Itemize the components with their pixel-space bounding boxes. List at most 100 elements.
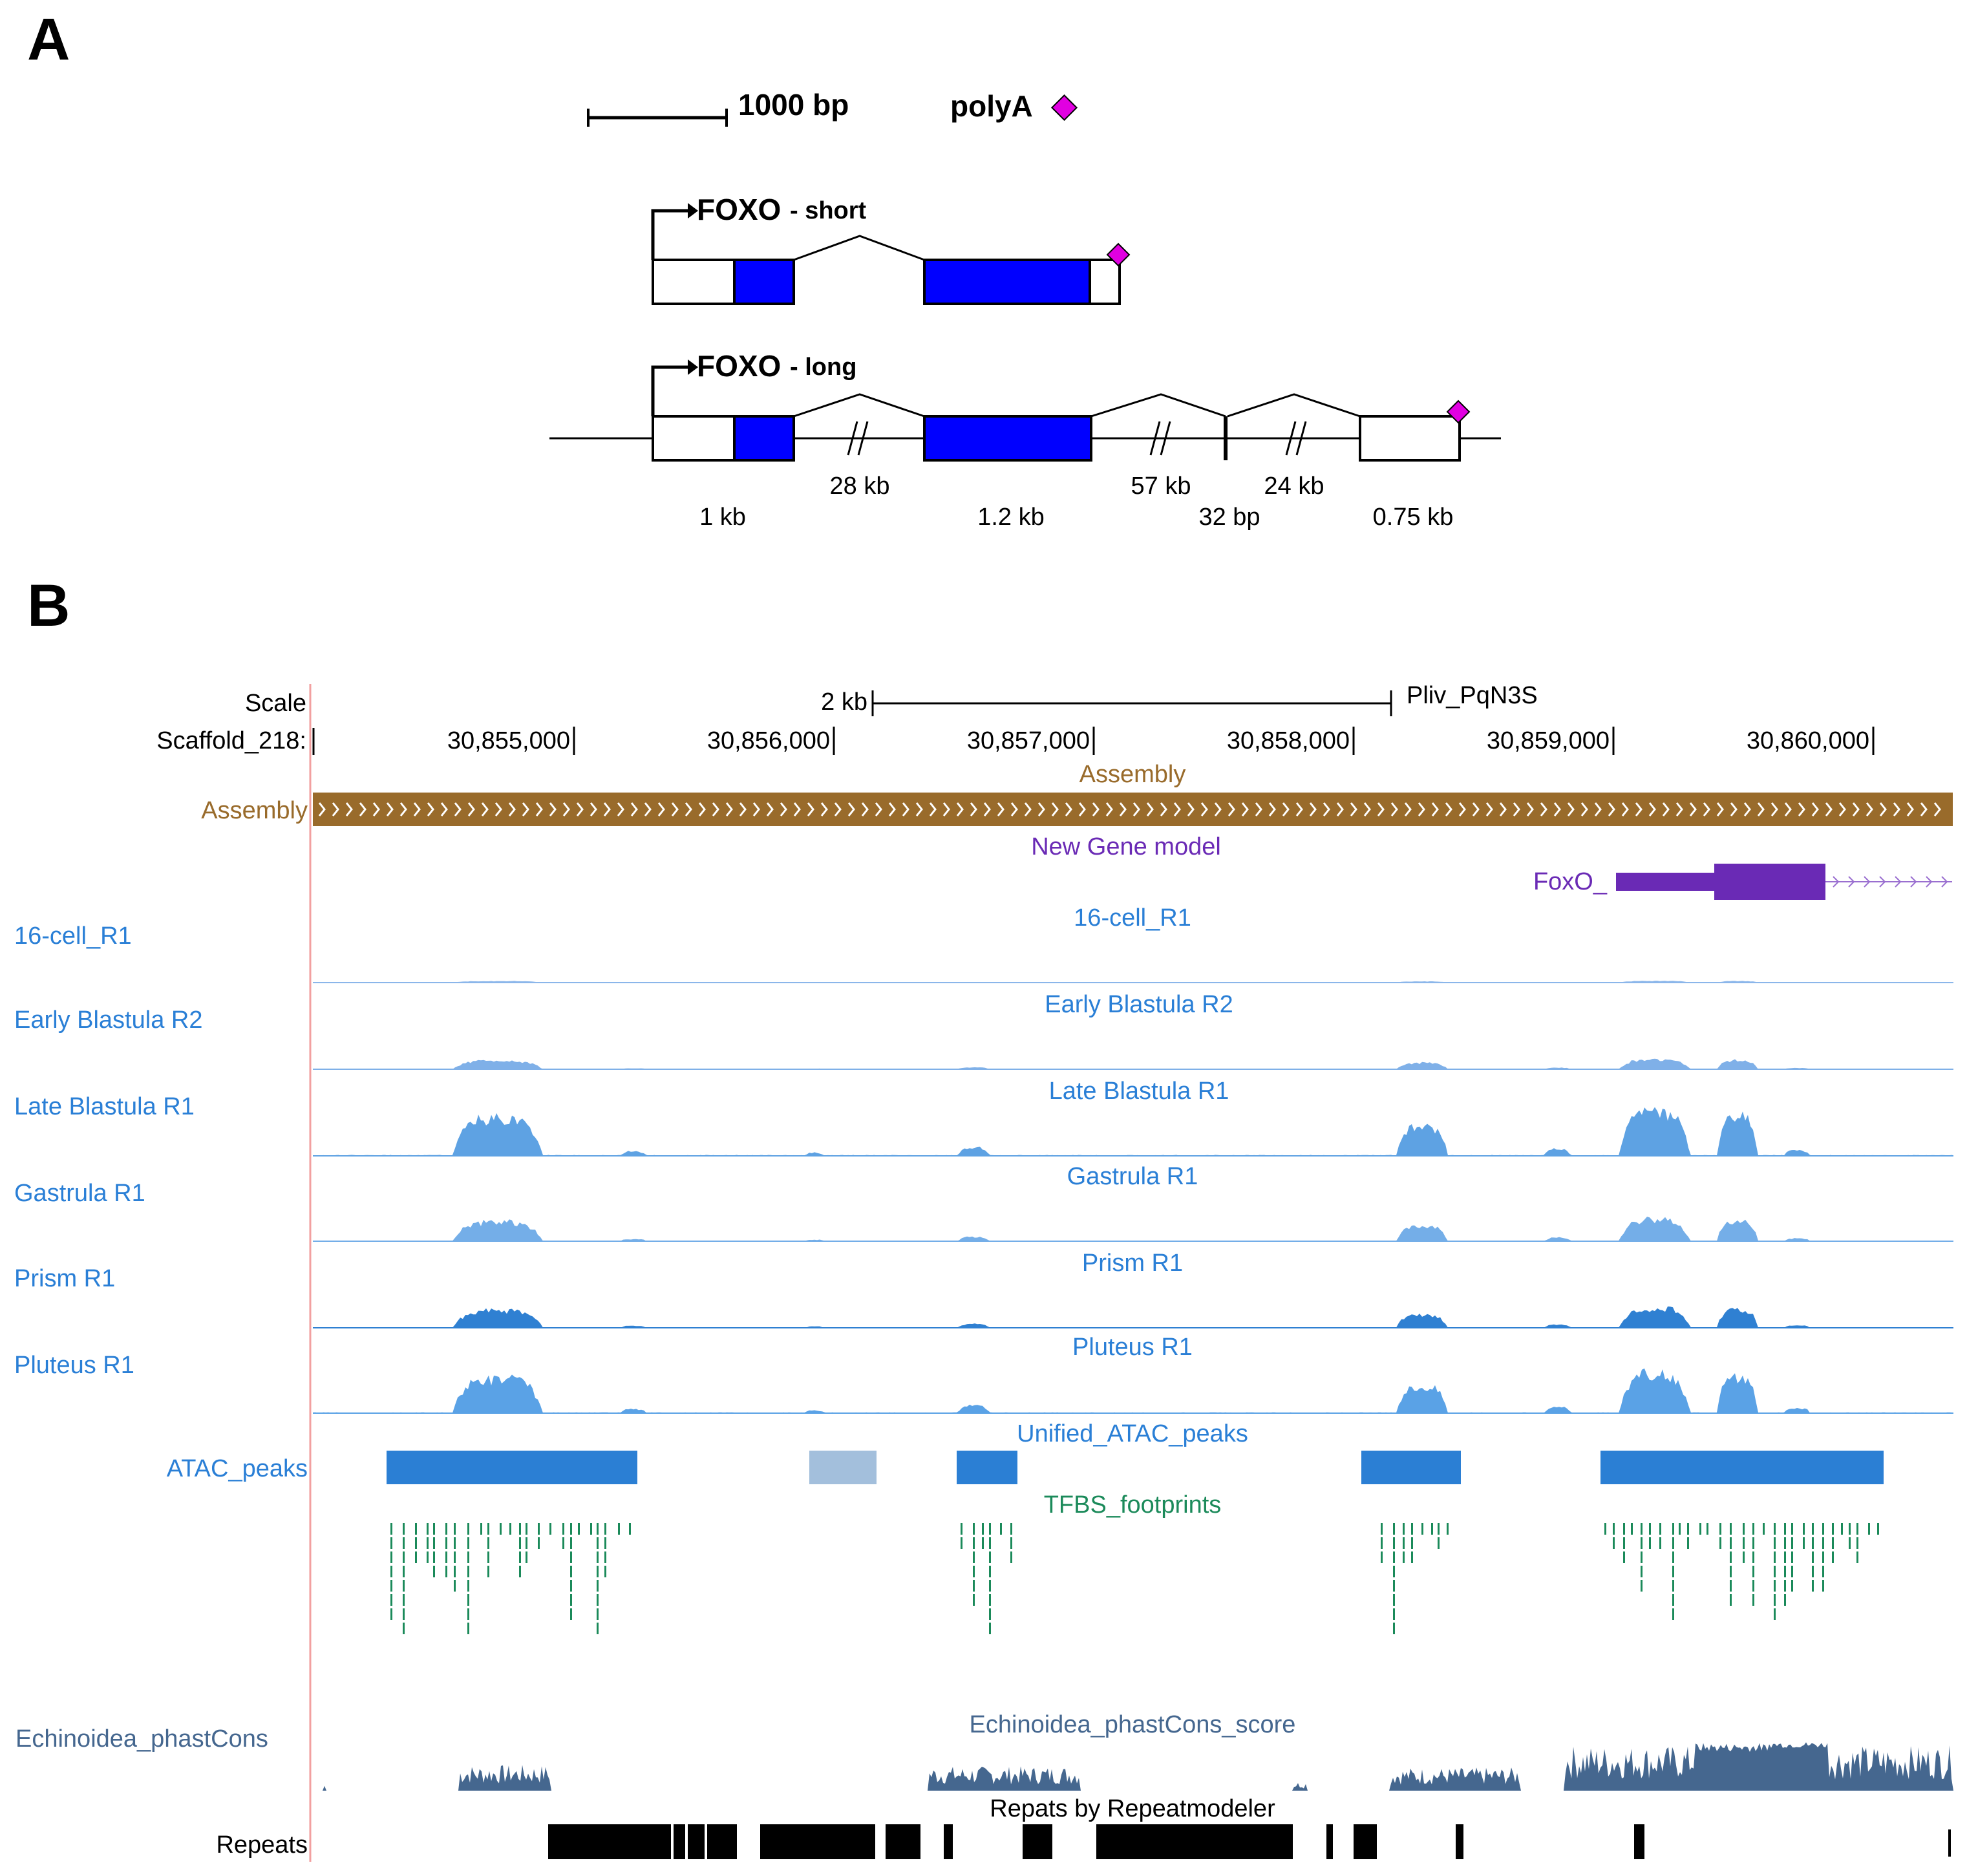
short-intron: [793, 235, 925, 261]
repeat-block: [760, 1824, 875, 1859]
assembly-strand-chevrons: [318, 802, 1941, 816]
tfbs-mark: [1604, 1523, 1606, 1535]
tfbs-mark: [1812, 1537, 1814, 1549]
tfbs-mark: [1856, 1537, 1858, 1549]
tfbs-mark: [989, 1523, 991, 1535]
tfbs-mark: [1812, 1566, 1814, 1577]
chevron-icon: [956, 802, 964, 816]
tfbs-mark: [570, 1551, 572, 1563]
chevron-icon: [1309, 802, 1317, 816]
chevron-icon: [1024, 802, 1032, 816]
tfbs-mark: [973, 1594, 975, 1606]
short-exon2-utr: [1089, 259, 1121, 305]
repeat-block: [674, 1824, 685, 1859]
ruler-tick-label: 30,856,000: [707, 727, 830, 754]
tfbs-mark: [500, 1523, 502, 1535]
tfbs-mark: [1438, 1523, 1440, 1535]
chevron-icon: [752, 802, 760, 816]
tfbs-mark: [1381, 1523, 1383, 1535]
tfbs-mark: [445, 1551, 447, 1563]
atac-track-left-label: Late Blastula R1: [14, 1093, 195, 1120]
atac-track-pluteus: Pluteus R1 Pluteus R1: [14, 1334, 1953, 1414]
atac-peak: [1600, 1451, 1884, 1484]
tfbs-mark: [1381, 1551, 1383, 1563]
repeat-block: [548, 1824, 671, 1859]
tfbs-mark: [1672, 1580, 1674, 1592]
chevron-icon: [1941, 876, 1948, 888]
intron1-size-label: 28 kb: [830, 473, 890, 500]
atac-track-title: 16-cell_R1: [1074, 904, 1191, 932]
tss-arrow-short: [651, 209, 689, 260]
chevron-icon: [576, 802, 584, 816]
chevron-icon: [467, 802, 475, 816]
phastcons-track-title: Echinoidea_phastCons_score: [970, 1711, 1296, 1738]
chevron-icon: [1811, 802, 1819, 816]
long-intron3-arc: [1227, 393, 1361, 418]
chevron-icon: [1228, 802, 1235, 816]
tfbs-mark: [1822, 1537, 1824, 1549]
tfbs-mark: [1672, 1551, 1674, 1563]
tfbs-mark: [1730, 1551, 1732, 1563]
chevron-icon: [807, 802, 814, 816]
exon2-size-label: 1.2 kb: [977, 504, 1045, 531]
chevron-icon: [1418, 802, 1425, 816]
tfbs-mark: [1649, 1523, 1651, 1535]
chevron-icon: [1852, 802, 1860, 816]
tfbs-mark: [1743, 1537, 1745, 1549]
tfbs-mark: [403, 1537, 405, 1549]
tfbs-mark: [454, 1580, 456, 1592]
tfbs-mark: [1393, 1608, 1395, 1620]
tfbs-mark: [1393, 1566, 1395, 1577]
tfbs-mark: [1672, 1523, 1674, 1535]
tfbs-mark: [1613, 1523, 1615, 1535]
chevron-icon: [1146, 802, 1154, 816]
tfbs-mark: [973, 1551, 975, 1563]
tfbs-mark: [982, 1523, 984, 1535]
tfbs-mark: [1752, 1580, 1754, 1592]
tfbs-mark: [526, 1551, 527, 1563]
tfbs-track-title: TFBS_footprints: [1044, 1491, 1222, 1519]
long-exon4-utr: [1359, 415, 1461, 462]
chevron-icon: [1621, 802, 1629, 816]
chevron-icon: [1051, 802, 1059, 816]
tfbs-mark: [1791, 1580, 1793, 1592]
tfbs-mark: [973, 1580, 975, 1592]
tfbs-mark: [570, 1594, 572, 1606]
tfbs-mark: [467, 1580, 469, 1592]
chevron-icon: [1132, 802, 1140, 816]
chevron-icon: [970, 802, 977, 816]
tfbs-mark: [467, 1551, 469, 1563]
tfbs-mark: [549, 1523, 551, 1535]
tfbs-mark: [1672, 1537, 1674, 1549]
chevron-icon: [372, 802, 380, 816]
ruler-tick-label: 30,860,000: [1747, 727, 1869, 754]
chevron-icon: [1065, 802, 1072, 816]
tfbs-mark: [597, 1537, 599, 1549]
tfbs-mark: [570, 1523, 572, 1535]
tfbs-mark: [480, 1523, 482, 1535]
gene-model-cds: [1714, 864, 1825, 900]
tfbs-mark: [1849, 1537, 1851, 1549]
intron2-size-label: 57 kb: [1131, 473, 1191, 500]
tfbs-mark: [1877, 1523, 1879, 1535]
tfbs-mark: [1010, 1551, 1012, 1563]
tfbs-mark: [454, 1566, 456, 1577]
chevron-icon: [983, 802, 991, 816]
tfbs-mark: [427, 1551, 429, 1563]
atac-track-title: Early Blastula R2: [1045, 991, 1233, 1018]
repeat-block: [1354, 1824, 1377, 1859]
chevron-icon: [562, 802, 570, 816]
tfbs-mark: [467, 1566, 469, 1577]
chevron-icon: [386, 802, 394, 816]
tfbs-mark: [1791, 1537, 1793, 1549]
repeat-block: [707, 1824, 737, 1859]
tfbs-mark: [433, 1551, 435, 1563]
tfbs-mark: [1641, 1551, 1643, 1563]
tfbs-mark: [445, 1523, 447, 1535]
chevron-icon: [685, 802, 692, 816]
atac-track-late-blastula: Late Blastula R1 Late Blastula R1: [14, 1078, 1953, 1157]
chevron-icon: [359, 802, 367, 816]
ruler-tick-label: 30,859,000: [1487, 727, 1610, 754]
short-exon2-cds: [923, 259, 1091, 305]
atac-track-title: Gastrula R1: [1067, 1163, 1198, 1190]
